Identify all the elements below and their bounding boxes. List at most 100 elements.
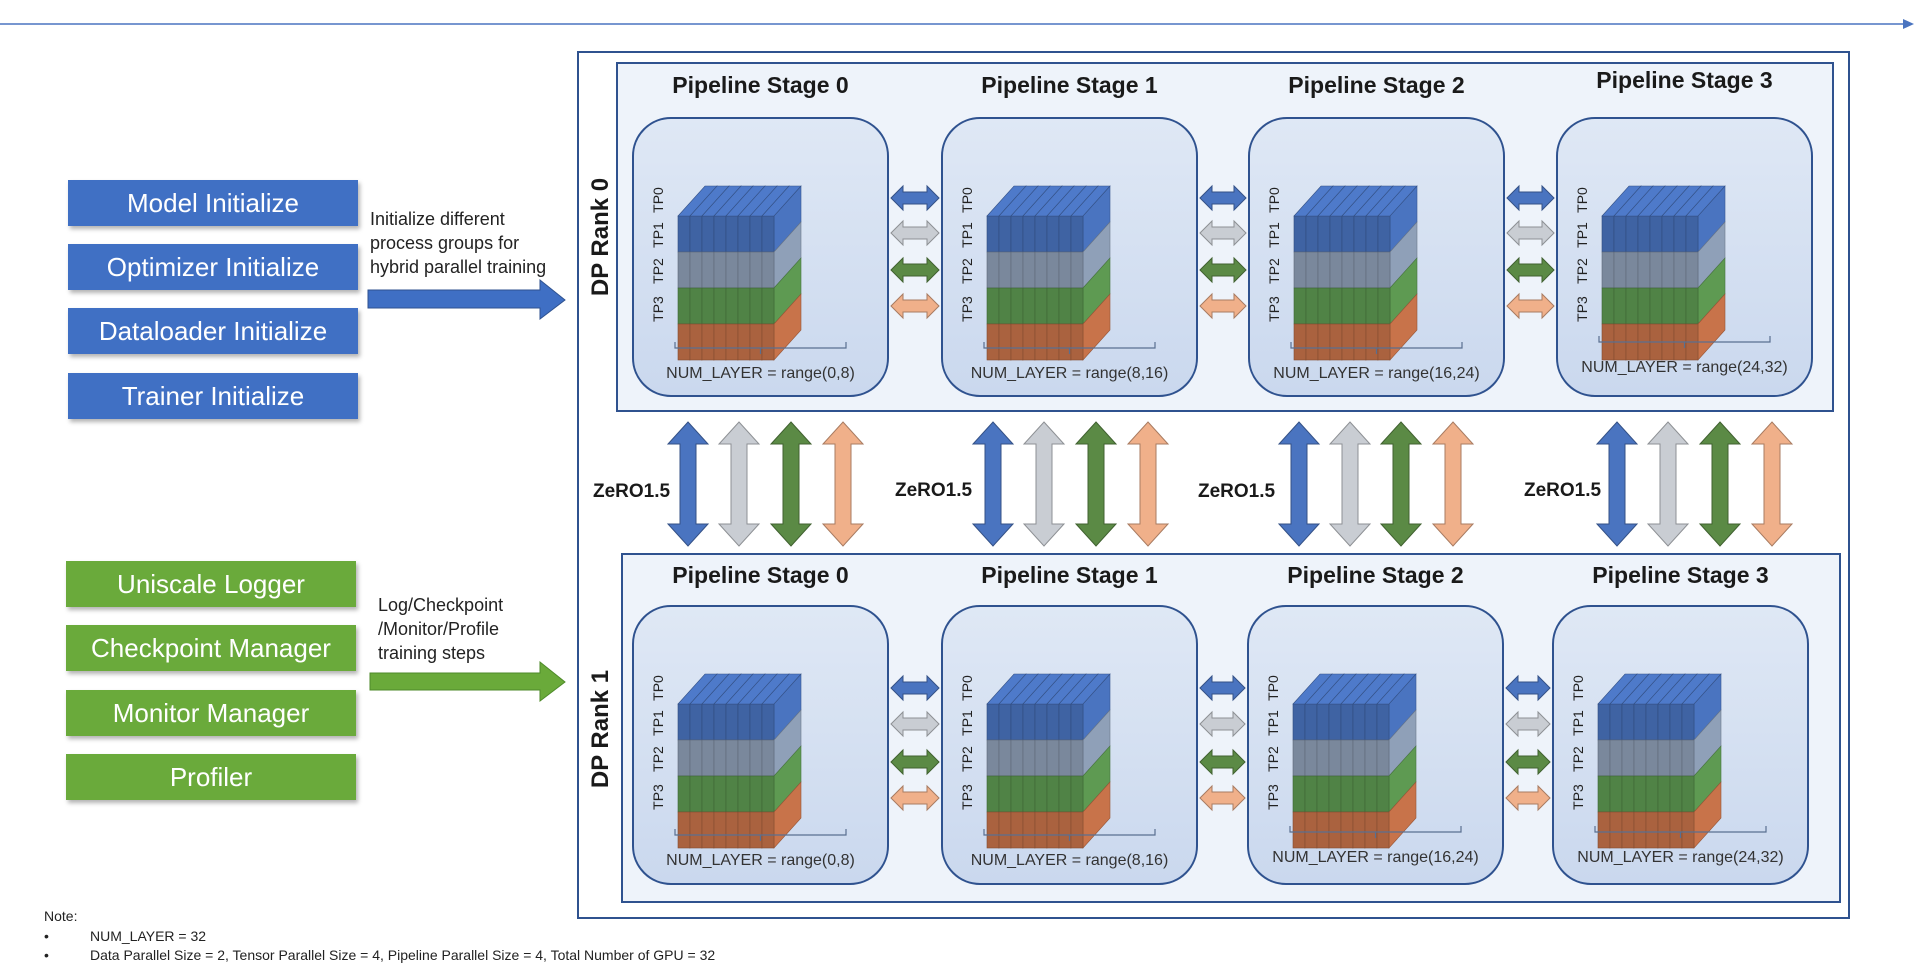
layer-stack [677,185,802,361]
optimizer-initialize-button[interactable]: Optimizer Initialize [68,244,358,290]
pipeline-comm-arrow [1199,292,1247,320]
pipeline-comm-arrow [890,292,940,320]
layer-stack [986,185,1111,361]
layer-slab [1377,185,1418,361]
note-bullet: • [44,928,49,944]
pipeline-comm-arrow [890,219,940,247]
pipeline-comm-arrow [890,784,940,812]
layer-stack [1293,185,1418,361]
pipeline-stage: Pipeline Stage 3 TP0 TP1 TP2 TP3 NUM_LAYER = … [1556,67,1813,397]
note-item: NUM_LAYER = 32 [90,928,206,944]
tp-label: TP1 [650,710,666,736]
zero-sync-arrow [1750,421,1794,547]
zero-label: ZeRO1.5 [895,480,973,501]
tp-label: TP1 [959,710,975,736]
tp-label: TP3 [650,296,666,322]
zero-sync-arrow [971,421,1015,547]
trainer-initialize-button[interactable]: Trainer Initialize [68,373,358,419]
tp-label: TP1 [650,222,666,248]
tp-label: TP3 [1266,296,1282,322]
pipeline-comm-arrow [1505,710,1551,738]
tp-label: TP2 [1570,746,1586,772]
profiler-button[interactable]: Profiler [66,754,356,800]
zero-sync-arrow [1646,421,1690,547]
zero-sync-arrow [1698,421,1742,547]
zero-label: ZeRO1.5 [1198,481,1276,502]
uniscale-logger-button[interactable]: Uniscale Logger [66,561,356,607]
tool-buttons: Uniscale Logger Checkpoint Manager Monit… [66,561,356,800]
desc-line: hybrid parallel training [370,257,546,277]
timeline-arrow [0,19,1914,29]
tp-label: TP0 [1574,187,1590,213]
desc-line: process groups for [370,233,519,253]
init-buttons: Model Initialize Optimizer Initialize Da… [68,180,358,419]
dataloader-initialize-button[interactable]: Dataloader Initialize [68,308,358,354]
zero-sync-arrow [821,421,865,547]
pipeline-comm-arrow [1199,710,1246,738]
tp-label: TP0 [650,187,666,213]
outer-frame [577,51,1850,919]
pipeline-comm-arrow [1199,674,1246,702]
range-bracket [674,342,847,354]
tp-label: TP0 [1265,675,1281,701]
pipeline-comm-arrow [890,748,940,776]
checkpoint-manager-button[interactable]: Checkpoint Manager [66,625,356,671]
range-bracket [674,829,847,841]
pipeline-stage: Pipeline Stage 2 TP0 TP1 TP2 TP3 NUM_LAYER = … [1248,72,1505,397]
layer-range: NUM_LAYER = range(24,32) [1577,849,1783,866]
pipeline-stage: Pipeline Stage 2 TP0 TP1 TP2 TP3 NUM_LAYER = … [1247,562,1504,885]
layer-stack [1601,185,1726,361]
pipeline-comm-arrow [1505,674,1551,702]
stage-title: Pipeline Stage 1 [981,562,1158,588]
pipeline-stage: Pipeline Stage 0 TP0 TP1 TP2 TP3 NUM_LAYER = … [632,72,889,397]
pipeline-stage: Pipeline Stage 1 TP0 TP1 TP2 TP3 NUM_LAYER = … [941,72,1198,397]
pipeline-comm-arrow [890,674,940,702]
zero-sync-arrow [1126,421,1170,547]
dp-rank-label: DP Rank 1 [587,670,614,788]
stage-title: Pipeline Stage 0 [672,72,848,98]
pipeline-comm-arrow [890,256,940,284]
layer-stack [1597,673,1722,849]
layer-slab [761,185,802,361]
range-bracket [983,829,1156,841]
pipeline-comm-arrow [1506,219,1555,247]
tp-label: TP2 [1574,258,1590,284]
pipeline-comm-arrow [1505,784,1551,812]
tp-label: TP3 [1570,784,1586,810]
zero-sync-arrow [1277,421,1321,547]
stage-title: Pipeline Stage 3 [1596,67,1772,93]
button-label: Profiler [170,762,253,792]
note-item: Data Parallel Size = 2, Tensor Parallel … [90,947,715,963]
zero-sync-arrow [1431,421,1475,547]
desc-line: /Monitor/Profile [378,619,499,639]
zero-label: ZeRO1.5 [1524,480,1602,501]
layer-stack [986,673,1111,849]
tp-label: TP3 [959,784,975,810]
tp-label: TP2 [1266,258,1282,284]
pipeline-stage: Pipeline Stage 3 TP0 TP1 TP2 TP3 NUM_LAYER = … [1552,562,1809,885]
pipeline-comm-arrow [890,184,940,212]
stage-title: Pipeline Stage 3 [1592,562,1768,588]
stages-layer: Pipeline Stage 0 TP0 TP1 TP2 TP3 NUM_LAYER = … [632,67,1813,885]
zero-sync-arrow [717,421,761,547]
zero-sync-arrow [1595,421,1639,547]
tp-label: TP0 [1570,675,1586,701]
log-flow-arrow [369,660,566,703]
tp-label: TP0 [650,675,666,701]
tp-label: TP1 [1574,222,1590,248]
layer-stack [677,673,802,849]
button-label: Monitor Manager [113,698,310,728]
layer-slab [1070,673,1111,849]
stage-title: Pipeline Stage 2 [1287,562,1463,588]
tp-label: TP1 [1570,710,1586,736]
pipeline-stage: Pipeline Stage 1 TP0 TP1 TP2 TP3 NUM_LAYER = … [941,562,1198,885]
range-bracket [1594,826,1767,838]
stage-title: Pipeline Stage 0 [672,562,848,588]
model-initialize-button[interactable]: Model Initialize [68,180,358,226]
stage-title: Pipeline Stage 1 [981,72,1158,98]
monitor-manager-button[interactable]: Monitor Manager [66,690,356,736]
pipeline-comm-arrow [1199,784,1246,812]
tp-label: TP0 [959,675,975,701]
range-bracket [983,342,1156,354]
